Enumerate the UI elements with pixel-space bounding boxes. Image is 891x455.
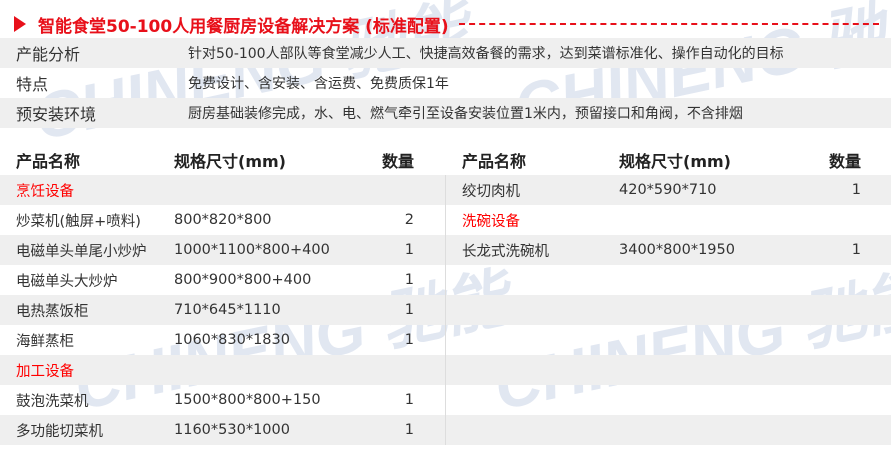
equipment-table-left: 产品名称 规格尺寸(mm) 数量烹饪设备炒菜机(触屏+喷料) 800*820*800 2… <box>0 145 445 445</box>
table-row: 炒菜机(触屏+喷料) 800*820*800 2 <box>0 205 445 235</box>
table-row: 长龙式洗碗机 3400*800*1950 1 <box>446 235 891 265</box>
product-size: 800*900*800+400 <box>174 272 312 288</box>
product-name: 海鲜蒸柜 <box>16 333 74 350</box>
info-table: 产能分析 针对50-100人部队等食堂减少人工、快捷高效备餐的需求，达到菜谱标准化… <box>0 38 891 128</box>
category-label: 烹饪设备 <box>16 183 74 200</box>
info-row: 预安装环境 厨房基础装修完成，水、电、燃气牵引至设备安装位置1米内，预留接口和角阀… <box>0 98 891 128</box>
table-row <box>446 265 891 295</box>
table-row: 多功能切菜机 1160*530*1000 1 <box>0 415 445 445</box>
product-qty: 1 <box>404 392 414 408</box>
header-size: 规格尺寸(mm) <box>619 152 731 171</box>
table-row <box>446 355 891 385</box>
product-qty: 1 <box>404 242 414 258</box>
product-qty: 1 <box>851 242 861 258</box>
header-qty: 数量 <box>828 152 861 171</box>
header-name: 产品名称 <box>462 152 527 171</box>
product-size: 1000*1100*800+400 <box>174 242 330 258</box>
category-label: 加工设备 <box>16 363 74 380</box>
dashed-divider <box>458 23 879 25</box>
table-row: 绞切肉机 420*590*710 1 <box>446 175 891 205</box>
product-size: 420*590*710 <box>619 182 717 198</box>
product-name: 电磁单头大炒炉 <box>16 273 118 290</box>
info-row: 特点 免费设计、含安装、含运费、免费质保1年 <box>0 68 891 98</box>
product-size: 710*645*1110 <box>174 302 281 318</box>
product-qty: 1 <box>404 332 414 348</box>
info-value: 厨房基础装修完成，水、电、燃气牵引至设备安装位置1米内，预留接口和角阀，不含排烟 <box>188 106 743 122</box>
product-size: 1500*800*800+150 <box>174 392 321 408</box>
table-row <box>446 385 891 415</box>
category-row: 烹饪设备 <box>0 175 445 205</box>
product-size: 1060*830*1830 <box>174 332 290 348</box>
header-size: 规格尺寸(mm) <box>174 152 286 171</box>
info-value: 针对50-100人部队等食堂减少人工、快捷高效备餐的需求，达到菜谱标准化、操作自… <box>188 46 784 62</box>
table-row <box>446 325 891 355</box>
table-row: 电磁单头大炒炉 800*900*800+400 1 <box>0 265 445 295</box>
product-size: 800*820*800 <box>174 212 272 228</box>
product-name: 长龙式洗碗机 <box>462 243 549 260</box>
triangle-bullet-icon <box>14 16 26 32</box>
product-name: 电热蒸饭柜 <box>16 303 89 320</box>
header-name: 产品名称 <box>16 152 81 171</box>
equipment-table-right: 产品名称 规格尺寸(mm) 数量绞切肉机 420*590*710 1 洗碗设备长龙式洗碗机… <box>446 145 891 445</box>
product-qty: 1 <box>404 422 414 438</box>
product-qty: 1 <box>404 302 414 318</box>
table-row: 海鲜蒸柜 1060*830*1830 1 <box>0 325 445 355</box>
product-name: 电磁单头单尾小炒炉 <box>16 243 147 260</box>
table-row: 电磁单头单尾小炒炉 1000*1100*800+400 1 <box>0 235 445 265</box>
product-size: 3400*800*1950 <box>619 242 735 258</box>
section-title: 智能食堂50-100人用餐厨房设备解决方案 (标准配置) <box>14 10 879 38</box>
product-qty: 1 <box>851 182 861 198</box>
column-divider <box>445 175 446 445</box>
header-qty: 数量 <box>381 152 414 171</box>
table-row: 鼓泡洗菜机 1500*800*800+150 1 <box>0 385 445 415</box>
product-name: 鼓泡洗菜机 <box>16 393 89 410</box>
info-row: 产能分析 针对50-100人部队等食堂减少人工、快捷高效备餐的需求，达到菜谱标准化… <box>0 38 891 68</box>
table-row <box>446 415 891 445</box>
table-header: 产品名称 规格尺寸(mm) 数量 <box>446 145 891 175</box>
category-label: 洗碗设备 <box>462 213 520 230</box>
product-qty: 1 <box>404 272 414 288</box>
table-row <box>446 295 891 325</box>
product-name: 炒菜机(触屏+喷料) <box>16 213 141 230</box>
table-row: 电热蒸饭柜 710*645*1110 1 <box>0 295 445 325</box>
info-label: 预安装环境 <box>16 105 97 124</box>
table-header: 产品名称 规格尺寸(mm) 数量 <box>0 145 445 175</box>
product-size: 1160*530*1000 <box>174 422 290 438</box>
title-text: 智能食堂50-100人用餐厨房设备解决方案 (标准配置) <box>38 16 449 37</box>
category-row: 洗碗设备 <box>446 205 891 235</box>
category-row: 加工设备 <box>0 355 445 385</box>
info-label: 产能分析 <box>16 45 81 64</box>
product-name: 绞切肉机 <box>462 183 520 200</box>
product-name: 多功能切菜机 <box>16 423 103 440</box>
info-value: 免费设计、含安装、含运费、免费质保1年 <box>188 76 449 92</box>
product-qty: 2 <box>404 212 414 228</box>
info-label: 特点 <box>16 75 49 94</box>
